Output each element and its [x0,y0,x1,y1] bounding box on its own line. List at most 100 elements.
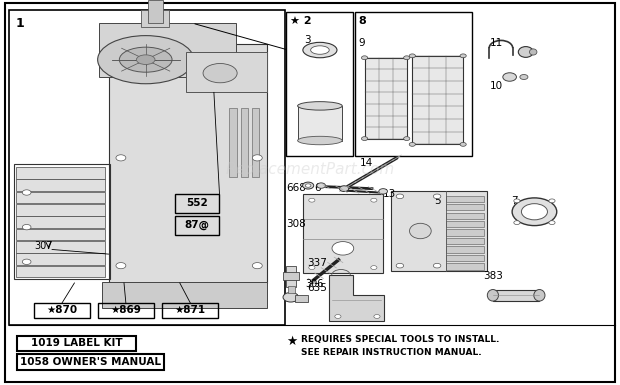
Bar [241,108,248,177]
Bar [186,52,267,92]
Text: 306: 306 [305,279,324,289]
Ellipse shape [433,194,441,199]
Text: 6: 6 [314,183,321,193]
Text: 10: 10 [490,81,503,91]
Ellipse shape [303,42,337,58]
Ellipse shape [487,290,498,301]
Text: ReplacementPart.com: ReplacementPart.com [226,162,394,177]
Bar [175,194,219,213]
Bar [286,266,296,287]
Ellipse shape [518,47,533,57]
Ellipse shape [549,221,555,224]
Ellipse shape [409,142,415,146]
Text: 13: 13 [383,189,396,199]
Bar [446,204,484,210]
Bar [16,167,105,179]
Ellipse shape [534,290,545,301]
Bar [303,194,383,273]
Text: 337: 337 [307,258,327,268]
Text: 5: 5 [434,196,441,206]
Bar [229,108,237,177]
Bar [16,179,105,191]
Ellipse shape [305,184,311,187]
Ellipse shape [396,263,404,268]
Ellipse shape [514,199,520,203]
Text: 7: 7 [512,196,518,206]
Ellipse shape [340,186,348,191]
Ellipse shape [303,182,314,189]
Bar [298,106,342,141]
Text: SEE REPAIR INSTRUCTION MANUAL.: SEE REPAIR INSTRUCTION MANUAL. [301,348,481,357]
Text: 8: 8 [358,16,366,26]
Ellipse shape [298,102,342,110]
Bar [16,229,105,240]
Ellipse shape [332,242,353,255]
Bar [162,303,218,318]
Ellipse shape [521,204,547,220]
Ellipse shape [460,54,466,58]
Text: 1: 1 [16,17,24,30]
Text: 383: 383 [484,271,503,281]
Ellipse shape [309,198,315,202]
Bar [16,266,105,277]
Ellipse shape [298,136,342,145]
Bar [446,246,484,253]
Bar [446,255,484,261]
Ellipse shape [252,263,262,269]
Ellipse shape [512,198,557,226]
Text: 307: 307 [34,241,53,251]
Polygon shape [329,275,384,321]
Text: 1058 OWNER'S MANUAL: 1058 OWNER'S MANUAL [20,357,161,367]
Ellipse shape [433,263,441,268]
Bar [391,191,487,271]
Bar [16,204,105,216]
Text: ★870: ★870 [46,305,78,315]
Ellipse shape [520,75,528,80]
Ellipse shape [136,55,155,64]
Ellipse shape [283,293,298,302]
Bar [288,286,294,293]
Bar [283,272,299,280]
Text: 3: 3 [304,35,311,45]
Text: 635: 635 [307,283,327,293]
Bar [17,354,164,370]
Ellipse shape [22,190,31,195]
Ellipse shape [203,64,237,83]
Text: 668: 668 [286,183,306,193]
Ellipse shape [335,315,341,318]
Bar [355,12,472,156]
Bar [294,295,308,302]
Text: REQUIRES SPECIAL TOOLS TO INSTALL.: REQUIRES SPECIAL TOOLS TO INSTALL. [301,335,499,344]
Ellipse shape [371,266,377,270]
Bar [34,303,90,318]
Bar [16,241,105,253]
Ellipse shape [252,155,262,161]
Ellipse shape [549,199,555,203]
Text: 1019 LABEL KIT: 1019 LABEL KIT [31,338,123,348]
Ellipse shape [116,155,126,161]
Bar [141,10,169,27]
Text: 14: 14 [360,158,373,168]
Ellipse shape [119,47,172,72]
Bar [365,58,407,139]
Ellipse shape [22,224,31,230]
Bar [446,221,484,227]
Ellipse shape [97,36,193,84]
Bar [108,44,267,283]
Text: ★: ★ [286,335,298,348]
Ellipse shape [404,56,410,60]
Bar [446,213,484,219]
Ellipse shape [374,315,380,318]
Ellipse shape [309,266,315,270]
Bar [16,253,105,265]
Ellipse shape [529,49,537,55]
Ellipse shape [116,263,126,269]
Ellipse shape [514,221,520,224]
Bar [446,238,484,244]
Ellipse shape [361,137,368,141]
Bar [102,282,267,308]
Text: ★ 2: ★ 2 [290,16,312,26]
Text: 87@: 87@ [185,220,210,230]
Ellipse shape [409,54,415,58]
Bar [446,196,484,202]
